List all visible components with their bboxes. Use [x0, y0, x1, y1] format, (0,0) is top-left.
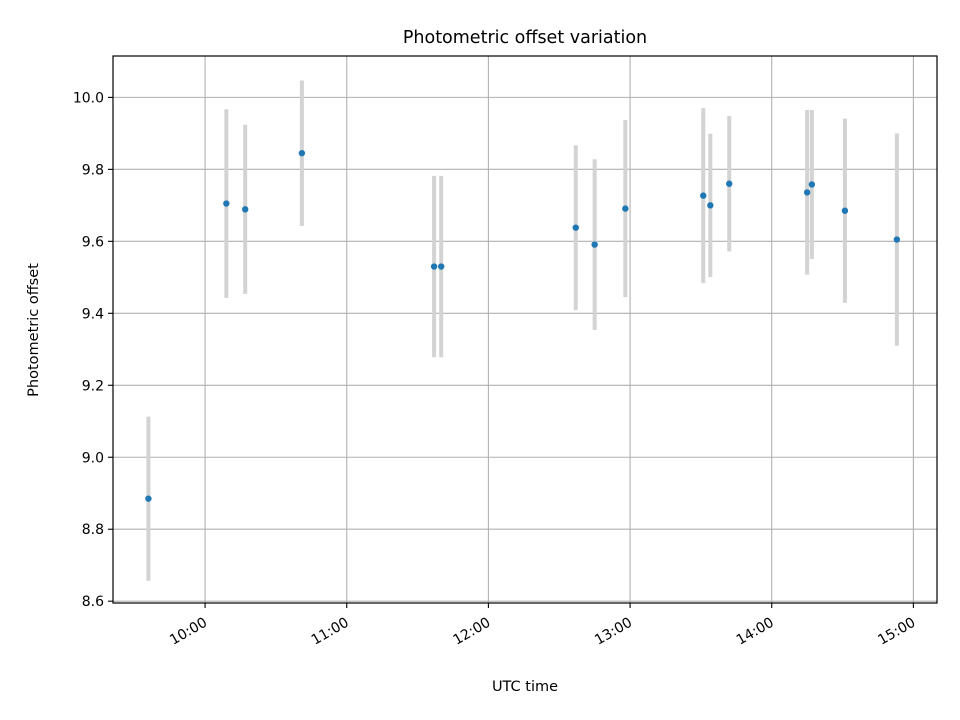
grid-layer: [113, 56, 937, 603]
y-tick-label: 9.2: [82, 378, 104, 394]
chart-title: Photometric offset variation: [403, 28, 647, 48]
data-point: [700, 192, 707, 199]
y-axis-label: Photometric offset: [26, 263, 42, 397]
y-axis-ticks: 8.6 8.8 9.0 9.2 9.4 9.6 9.8 10.0: [73, 90, 113, 610]
x-axis-label: UTC time: [492, 679, 558, 695]
data-point: [707, 202, 714, 209]
data-point: [437, 263, 445, 270]
data-point: [803, 189, 811, 196]
data-point: [298, 149, 306, 157]
data-point: [893, 236, 901, 243]
data-point: [430, 263, 438, 270]
data-point: [808, 181, 816, 188]
data-point: [841, 207, 849, 214]
data-point: [223, 200, 230, 207]
plot-frame: [112, 55, 938, 604]
data-point: [726, 180, 733, 187]
data-point: [145, 495, 152, 502]
y-tick-label: 9.8: [82, 162, 104, 178]
data-point: [572, 224, 579, 231]
y-tick-label: 8.6: [82, 594, 104, 610]
y-tick-label: 9.4: [82, 306, 104, 322]
y-tick-label: 9.0: [82, 450, 104, 466]
y-tick-label: 8.8: [82, 522, 104, 538]
data-point: [622, 205, 629, 212]
y-tick-label: 10.0: [73, 90, 104, 106]
data-points: [145, 149, 901, 502]
y-tick-label: 9.6: [82, 234, 104, 250]
data-point: [591, 241, 598, 248]
data-point: [242, 206, 249, 213]
